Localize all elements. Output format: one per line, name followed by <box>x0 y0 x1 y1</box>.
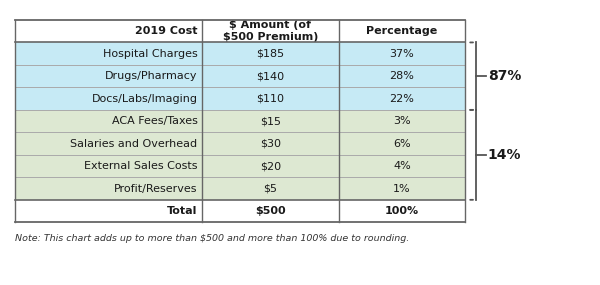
Bar <box>202 177 339 200</box>
Bar <box>339 155 465 177</box>
Bar <box>339 42 465 65</box>
Bar <box>15 132 202 155</box>
Bar <box>15 65 202 87</box>
Text: $140: $140 <box>256 71 284 81</box>
Text: 14%: 14% <box>488 148 521 162</box>
Bar <box>339 20 465 42</box>
Bar <box>202 110 339 132</box>
Text: 28%: 28% <box>389 71 415 81</box>
Bar <box>339 65 465 87</box>
Bar <box>202 65 339 87</box>
Text: $20: $20 <box>260 161 281 171</box>
Text: 2019 Cost: 2019 Cost <box>135 26 197 36</box>
Bar <box>339 132 465 155</box>
Bar <box>15 177 202 200</box>
Bar <box>202 20 339 42</box>
Text: $15: $15 <box>260 116 281 126</box>
Text: ACA Fees/Taxes: ACA Fees/Taxes <box>112 116 197 126</box>
Text: Profit/Reserves: Profit/Reserves <box>114 184 197 194</box>
Bar <box>339 87 465 110</box>
Text: 3%: 3% <box>393 116 411 126</box>
Bar <box>15 110 202 132</box>
Bar <box>202 42 339 65</box>
Text: External Sales Costs: External Sales Costs <box>84 161 197 171</box>
Text: 22%: 22% <box>389 94 415 104</box>
Bar <box>339 110 465 132</box>
Bar <box>15 87 202 110</box>
Bar <box>15 20 202 42</box>
Bar <box>202 132 339 155</box>
Text: 6%: 6% <box>393 139 411 148</box>
Text: Note: This chart adds up to more than $500 and more than 100% due to rounding.: Note: This chart adds up to more than $5… <box>15 234 409 243</box>
Text: Salaries and Overhead: Salaries and Overhead <box>70 139 197 148</box>
Text: $5: $5 <box>263 184 277 194</box>
Text: 1%: 1% <box>393 184 411 194</box>
Bar <box>339 200 465 222</box>
Text: Hospital Charges: Hospital Charges <box>103 49 197 59</box>
Text: 4%: 4% <box>393 161 411 171</box>
Bar <box>15 42 202 65</box>
Text: Drugs/Pharmacy: Drugs/Pharmacy <box>105 71 197 81</box>
Text: $30: $30 <box>260 139 281 148</box>
Text: $500: $500 <box>255 206 286 216</box>
Text: $ Amount (of
$500 Premium): $ Amount (of $500 Premium) <box>223 21 318 42</box>
Text: 100%: 100% <box>385 206 419 216</box>
Bar <box>15 155 202 177</box>
Bar <box>202 155 339 177</box>
Bar <box>202 87 339 110</box>
Text: 37%: 37% <box>389 49 415 59</box>
Bar <box>202 200 339 222</box>
Text: Docs/Labs/Imaging: Docs/Labs/Imaging <box>92 94 197 104</box>
Bar <box>15 200 202 222</box>
Text: 87%: 87% <box>488 69 521 83</box>
Text: Percentage: Percentage <box>367 26 437 36</box>
Text: $110: $110 <box>256 94 284 104</box>
Text: $185: $185 <box>256 49 284 59</box>
Text: Total: Total <box>167 206 197 216</box>
Bar <box>339 177 465 200</box>
